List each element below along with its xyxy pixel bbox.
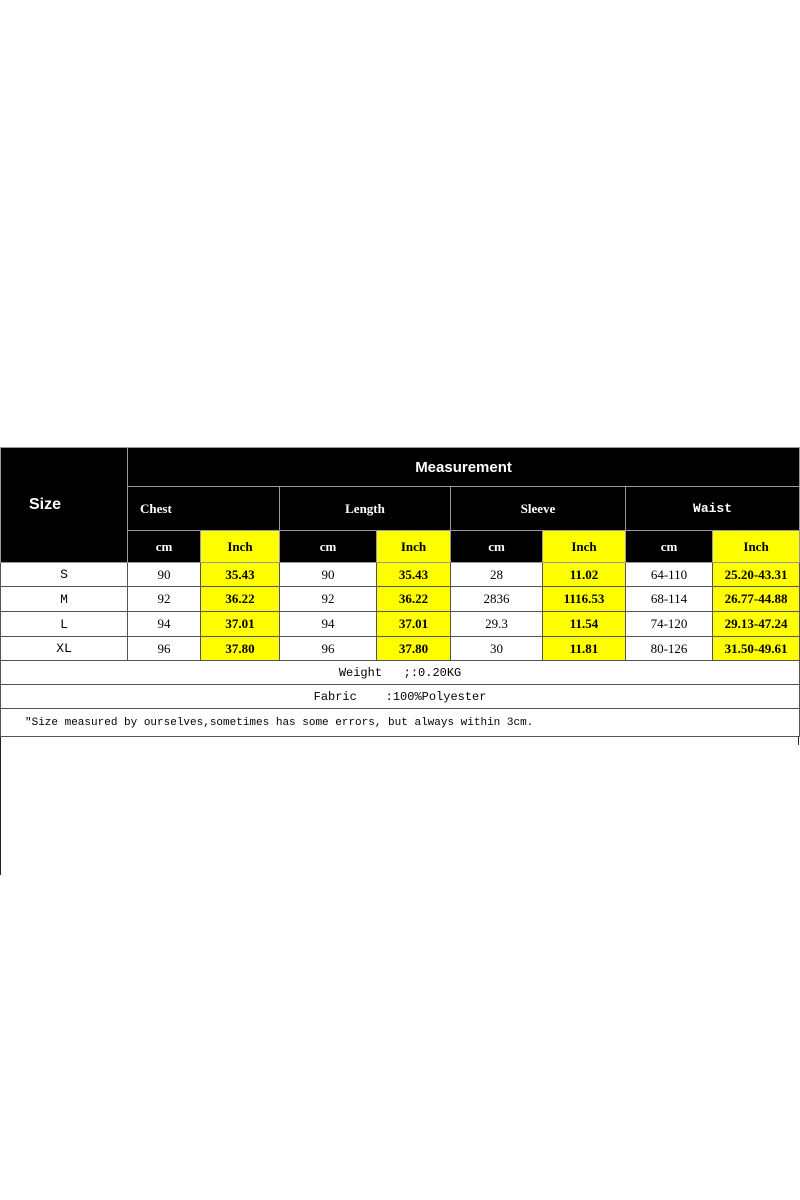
sleeve-header: Sleeve <box>450 486 626 531</box>
chest-cm-cell: 92 <box>127 586 201 612</box>
waist-cm-cell: 74-120 <box>625 611 713 637</box>
table-row: S 90 35.43 90 35.43 28 11.02 64-110 25.2… <box>0 562 800 587</box>
waist-inch-cell: 25.20-43.31 <box>711 562 800 587</box>
length-inch-cell: 37.01 <box>376 611 451 637</box>
waist-header: Waist <box>624 486 800 531</box>
sleeve-inch-cell: 1116.53 <box>542 586 626 612</box>
waist-cm-cell: 64-110 <box>625 562 713 587</box>
length-header: Length <box>279 486 451 531</box>
length-cm-cell: 96 <box>279 636 377 661</box>
waist-inch-cell: 26.77-44.88 <box>711 586 800 612</box>
length-inch-cell: 35.43 <box>376 562 451 587</box>
waist-cm-cell: 80-126 <box>625 636 713 661</box>
sleeve-cm-cell: 30 <box>450 636 543 661</box>
sleeve-cm-cell: 2836 <box>450 586 543 612</box>
length-inch-cell: 36.22 <box>376 586 451 612</box>
size-cell: L <box>0 611 128 637</box>
left-border-line <box>0 737 1 875</box>
chest-header: Chest <box>127 486 280 531</box>
chest-cm-cell: 94 <box>127 611 201 637</box>
sleeve-inch-cell: 11.54 <box>542 611 626 637</box>
unit-inch: Inch <box>376 530 451 563</box>
unit-cm: cm <box>450 530 543 563</box>
length-inch-cell: 37.80 <box>376 636 451 661</box>
unit-inch: Inch <box>542 530 626 563</box>
table-row: XL 96 37.80 96 37.80 30 11.81 80-126 31.… <box>0 636 800 661</box>
unit-inch: Inch <box>200 530 280 563</box>
chest-inch-cell: 37.01 <box>200 611 280 637</box>
unit-cm: cm <box>279 530 377 563</box>
chest-inch-cell: 35.43 <box>200 562 280 587</box>
weight-row: Weight ;:0.20KG <box>0 660 800 685</box>
fabric-row: Fabric :100%Polyester <box>0 684 800 709</box>
waist-inch-cell: 31.50-49.61 <box>711 636 800 661</box>
chest-inch-cell: 36.22 <box>200 586 280 612</box>
chest-cm-cell: 90 <box>127 562 201 587</box>
size-header: Size <box>0 447 128 563</box>
sleeve-cm-cell: 29.3 <box>450 611 543 637</box>
measurement-note: "Size measured by ourselves,sometimes ha… <box>0 708 800 737</box>
sleeve-inch-cell: 11.81 <box>542 636 626 661</box>
length-cm-cell: 92 <box>279 586 377 612</box>
chest-inch-cell: 37.80 <box>200 636 280 661</box>
unit-cm: cm <box>127 530 201 563</box>
unit-cm: cm <box>625 530 713 563</box>
sleeve-inch-cell: 11.02 <box>542 562 626 587</box>
size-cell: XL <box>0 636 128 661</box>
length-cm-cell: 94 <box>279 611 377 637</box>
size-chart-table: Size Measurement Chest Length Sleeve Wai… <box>0 447 800 737</box>
waist-cm-cell: 68-114 <box>625 586 713 612</box>
right-border-line <box>798 737 799 745</box>
length-cm-cell: 90 <box>279 562 377 587</box>
size-cell: S <box>0 562 128 587</box>
sleeve-cm-cell: 28 <box>450 562 543 587</box>
table-row: L 94 37.01 94 37.01 29.3 11.54 74-120 29… <box>0 611 800 637</box>
unit-inch: Inch <box>711 530 800 563</box>
table-row: M 92 36.22 92 36.22 2836 1116.53 68-114 … <box>0 586 800 612</box>
size-cell: M <box>0 586 128 612</box>
waist-inch-cell: 29.13-47.24 <box>711 611 800 637</box>
measurement-header: Measurement <box>126 447 800 487</box>
chest-cm-cell: 96 <box>127 636 201 661</box>
